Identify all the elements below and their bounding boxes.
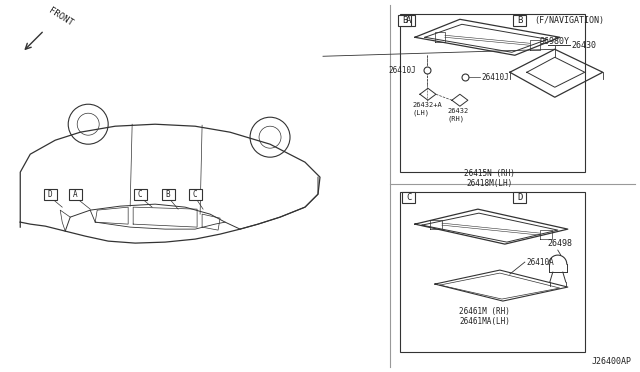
FancyBboxPatch shape [162, 189, 175, 200]
Text: B: B [403, 16, 408, 25]
FancyBboxPatch shape [403, 15, 415, 26]
Text: 26432
(RH): 26432 (RH) [448, 108, 469, 122]
Text: A: A [73, 190, 77, 199]
FancyBboxPatch shape [189, 189, 202, 200]
Text: C: C [193, 190, 197, 199]
Bar [400, 14, 585, 172]
Text: FRONT: FRONT [47, 6, 75, 28]
FancyBboxPatch shape [68, 189, 82, 200]
Text: B: B [517, 16, 522, 25]
Text: C: C [406, 193, 412, 202]
FancyBboxPatch shape [513, 192, 526, 203]
Text: 26498: 26498 [548, 239, 573, 248]
Text: 26410J: 26410J [482, 73, 509, 82]
Bar [400, 192, 585, 352]
FancyBboxPatch shape [403, 192, 415, 203]
FancyBboxPatch shape [513, 15, 526, 26]
Text: 26461M (RH)
26461MA(LH): 26461M (RH) 26461MA(LH) [460, 307, 510, 327]
FancyBboxPatch shape [134, 189, 147, 200]
Text: D: D [48, 190, 52, 199]
Text: J26400AP: J26400AP [592, 357, 632, 366]
Text: 26410J: 26410J [388, 66, 416, 75]
Text: A: A [406, 16, 412, 25]
Text: 96980Y: 96980Y [540, 37, 570, 46]
Text: 26430: 26430 [572, 41, 596, 50]
Text: 26415N (RH)
26418M(LH): 26415N (RH) 26418M(LH) [465, 169, 515, 188]
Text: 26410A: 26410A [527, 257, 555, 267]
Text: D: D [517, 193, 522, 202]
Text: 26432+A
(LH): 26432+A (LH) [413, 102, 443, 116]
FancyBboxPatch shape [44, 189, 57, 200]
FancyBboxPatch shape [399, 15, 412, 26]
Text: (F/NAVIGATION): (F/NAVIGATION) [534, 16, 604, 25]
Text: B: B [166, 190, 170, 199]
Text: C: C [138, 190, 143, 199]
